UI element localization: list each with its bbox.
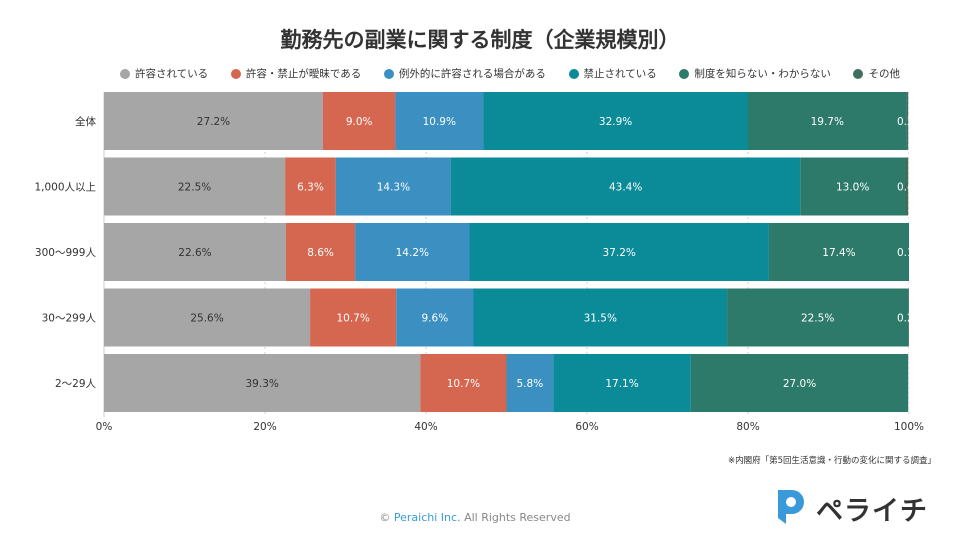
bar-segment (335, 157, 451, 216)
data-label: 10.7% (447, 378, 480, 390)
bar-segment (904, 157, 909, 216)
legend-item: 例外的に許容される場合がある (383, 66, 546, 81)
data-label: 32.9% (599, 116, 632, 128)
data-label: 10.9% (423, 116, 456, 128)
plot-edge-mask (909, 90, 960, 412)
legend-swatch (853, 68, 864, 79)
bar-segment (506, 354, 554, 412)
bar-segment (906, 92, 909, 150)
data-label: 17.1% (605, 378, 638, 390)
legend-item: 許容・禁止が曖昧である (230, 66, 362, 81)
data-label: 10.7% (336, 313, 369, 325)
data-label: 9.0% (346, 116, 373, 128)
legend-swatch (230, 68, 241, 79)
legend-swatch (120, 68, 130, 79)
bar-segment (355, 223, 470, 281)
data-label: 22.5% (178, 182, 211, 194)
data-label: 25.6% (190, 313, 223, 325)
bar-segment (285, 157, 336, 216)
data-label: 17.4% (822, 247, 855, 259)
data-label: 22.6% (178, 247, 211, 259)
category-label: 全体 (75, 115, 96, 128)
data-label: 5.8% (517, 378, 544, 390)
legend-label: 例外的に許容される場合がある (398, 68, 546, 80)
x-tick-label: 80% (736, 421, 759, 433)
category-label: 300～999人 (35, 247, 97, 259)
data-label: 39.3% (246, 378, 279, 390)
data-label: 43.4% (609, 182, 642, 194)
category-label: 30～299人 (42, 313, 97, 325)
legend-label: 許容されている (135, 68, 209, 80)
x-tick-label: 60% (575, 421, 598, 433)
bar-segment (322, 92, 396, 150)
legend-item: その他 (853, 66, 900, 81)
data-label: 37.2% (603, 247, 636, 259)
bar-segment (800, 157, 905, 216)
peraichi-logo[interactable]: ペライチ (770, 480, 950, 536)
source-note: ※内閣府「第5回生活意識・行動の変化に関する調査」 (727, 456, 936, 466)
logo-text: ペライチ (816, 495, 928, 527)
data-label: 31.5% (584, 313, 617, 325)
bar-segment (104, 223, 286, 281)
bar-segment (285, 223, 356, 281)
data-label: 6.3% (297, 182, 324, 194)
bar-segment (748, 92, 907, 150)
x-tick-label: 20% (253, 421, 276, 433)
data-label: 8.6% (307, 247, 334, 259)
legend-swatch (568, 68, 579, 79)
bar-segment (395, 92, 484, 150)
legend-swatch (679, 68, 690, 79)
bar-segment (450, 157, 801, 216)
legend-swatch (383, 68, 394, 79)
legend-item: 制度を知らない・わからない (679, 66, 831, 81)
category-label: 2～29人 (55, 378, 97, 390)
category-label: 1,000人以上 (34, 182, 96, 194)
bar-segment (310, 288, 397, 347)
x-tick-label: 40% (414, 421, 437, 433)
bar-segment (553, 354, 691, 412)
data-label: 14.3% (377, 182, 410, 194)
footer-brand-link[interactable]: Peraichi Inc. (393, 511, 461, 524)
bar-segment (690, 354, 909, 412)
data-label: 14.2% (396, 247, 429, 259)
peraichi-logo-icon (778, 490, 804, 524)
footer-rights: All Rights Reserved (464, 511, 571, 524)
legend-item: 禁止されている (568, 66, 657, 81)
legend-label: その他 (868, 68, 900, 80)
bar-segment (768, 223, 909, 281)
legend-label: 許容・禁止が曖昧である (245, 68, 362, 80)
footer: © Peraichi Inc. All Rights Reserved (0, 511, 950, 524)
bar-segment (420, 354, 507, 412)
bar-segment (473, 288, 728, 347)
chart-legend: 許容されている 許容・禁止が曖昧である 例外的に許容される場合がある 禁止されている 制… (120, 66, 900, 81)
data-label: 27.0% (783, 378, 816, 390)
x-tick-label: 0% (96, 421, 113, 433)
data-label: 9.6% (422, 313, 449, 325)
legend-label: 禁止されている (583, 68, 657, 80)
bar-segment (396, 288, 474, 347)
legend-label: 制度を知らない・わからない (694, 68, 831, 80)
copyright-symbol: © (379, 511, 391, 524)
bar-segment (483, 92, 748, 150)
x-tick-label: 100% (894, 421, 924, 433)
bar-segment (727, 288, 909, 347)
bar-segment (104, 288, 311, 347)
data-label: 22.5% (801, 313, 834, 325)
legend-item: 許容されている (120, 66, 208, 81)
bar-segment (104, 157, 286, 216)
bar-segment (104, 92, 323, 150)
bar-segment (104, 354, 421, 412)
data-label: 19.7% (811, 116, 844, 128)
bar-segment (469, 223, 769, 281)
data-label: 27.2% (197, 116, 230, 128)
data-label: 13.0% (836, 182, 869, 194)
chart-title: 勤務先の副業に関する制度（企業規模別） (280, 28, 680, 52)
